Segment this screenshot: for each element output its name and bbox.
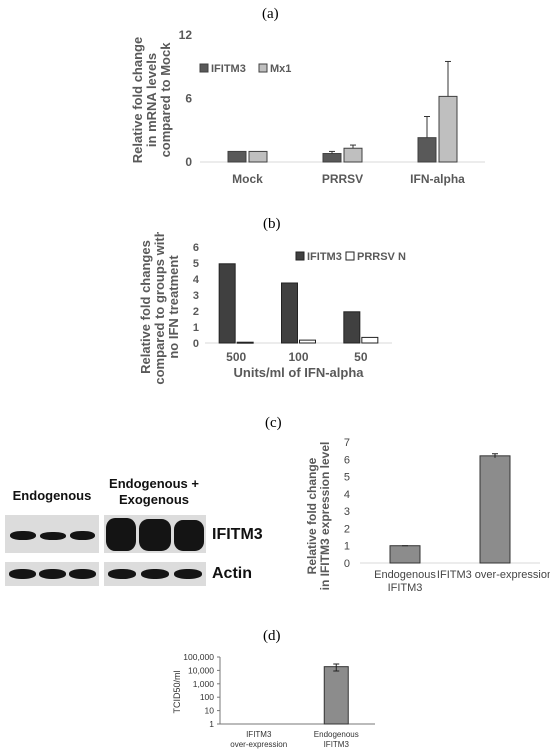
- y-axis-label: TCID50/ml: [172, 670, 182, 713]
- bar-prrsv-n: [236, 341, 254, 344]
- blot-band: [69, 569, 96, 579]
- panel-label-c: (c): [265, 415, 282, 431]
- blot-band: [174, 520, 204, 551]
- bar-prrsv-n: [299, 339, 316, 344]
- bar-mx1: [438, 95, 458, 163]
- chart-d: 1 10 100 1,000 10,000 100,000 IFITM3 over-expre…: [172, 652, 375, 749]
- legend-swatch: [199, 63, 209, 73]
- y-tick-label: 0: [193, 338, 199, 350]
- blot-band: [10, 531, 36, 540]
- bar-mx1: [248, 150, 268, 163]
- blot-row-ifitm3: IFITM3: [212, 526, 263, 543]
- y-tick-label: 6: [185, 92, 192, 106]
- x-tick-label: Endogenous IFITM3: [314, 730, 359, 749]
- y-tick-label: 2: [344, 523, 350, 535]
- y-tick-label: 12: [179, 28, 193, 42]
- y-tick-label: 3: [193, 290, 199, 302]
- bar-ifitm3: [322, 153, 342, 163]
- y-axis-label: Relative fold changein mRNA levelscompar…: [130, 37, 173, 163]
- x-tick-label: IFITM3 over-expression: [230, 730, 287, 749]
- legend-label: PRRSV N: [357, 251, 406, 263]
- blot-band: [139, 519, 171, 551]
- x-tick-label: 50: [354, 350, 368, 364]
- bar-prrsv-n: [361, 336, 379, 344]
- blot-band: [40, 532, 66, 540]
- y-tick-label: 6: [193, 242, 199, 254]
- x-axis-label: Units/ml of IFN-alpha: [234, 365, 365, 380]
- legend-label: IFITM3: [307, 251, 342, 263]
- bar: [323, 666, 349, 725]
- y-tick-label: 1,000: [193, 679, 215, 689]
- bar-ifitm3: [343, 311, 361, 344]
- blot-ifitm3-endogenous: [5, 515, 99, 553]
- chart-a: 0 6 12 Mock PRRSV IFN-alpha IFITM3 Mx1 Relative …: [130, 28, 485, 186]
- x-tick-label: IFN-alpha: [410, 172, 465, 186]
- legend-swatch: [258, 63, 268, 73]
- blot-band: [108, 569, 136, 579]
- y-tick-label: 1: [344, 541, 350, 553]
- blot-actin-endogenous: [5, 562, 99, 586]
- legend-swatch: [345, 251, 355, 261]
- blot-ifitm3-exogenous: [104, 515, 206, 553]
- panel-label-a: (a): [262, 6, 279, 22]
- blot-header-exogenous: Endogenous + Exogenous: [109, 476, 199, 508]
- y-tick-label: 5: [344, 472, 350, 484]
- x-tick-label: 500: [226, 350, 246, 364]
- y-tick-label: 1: [193, 322, 199, 334]
- x-tick-label: 100: [288, 350, 308, 364]
- blot-band: [9, 569, 36, 579]
- western-blot: Endogenous Endogenous + Exogenous IFITM3…: [0, 470, 300, 590]
- bar-ifitm3: [227, 150, 247, 163]
- x-tick-label: PRRSV: [322, 172, 363, 186]
- bar-ifitm3: [281, 282, 298, 344]
- x-tick-label: IFITM3 over-expression: [437, 569, 550, 581]
- y-tick-label: 1: [209, 719, 214, 729]
- panel-label-b: (b): [263, 216, 281, 232]
- y-tick-label: 10,000: [188, 665, 214, 675]
- blot-band: [70, 531, 95, 540]
- blot-band: [141, 569, 169, 579]
- legend-label: Mx1: [270, 63, 291, 75]
- y-tick-label: 0: [185, 155, 192, 169]
- x-tick-label: Mock: [232, 172, 263, 186]
- y-tick-label: 0: [344, 558, 350, 570]
- bar: [479, 455, 511, 564]
- bar-ifitm3: [218, 263, 236, 344]
- bar-mx1: [343, 147, 363, 163]
- y-tick-label: 100: [200, 692, 214, 702]
- blot-band: [106, 518, 136, 551]
- y-axis-label: Relative fold changescompared to groups …: [138, 232, 181, 385]
- y-tick-label: 100,000: [183, 652, 214, 662]
- legend-label: IFITM3: [211, 63, 246, 75]
- blot-header-endogenous: Endogenous: [12, 488, 92, 503]
- x-tick-label: Endogenous IFITM3: [374, 569, 436, 594]
- y-tick-label: 7: [344, 437, 350, 449]
- blot-band: [174, 569, 202, 579]
- y-tick-label: 10: [205, 706, 215, 716]
- y-tick-label: 4: [344, 489, 350, 501]
- y-tick-label: 6: [344, 454, 350, 466]
- y-axis-label: Relative fold changein IFITM3 expression…: [305, 442, 332, 591]
- blot-row-actin: Actin: [212, 565, 252, 582]
- y-tick-label: 2: [193, 306, 199, 318]
- blot-actin-exogenous: [104, 562, 206, 586]
- y-tick-label: 3: [344, 506, 350, 518]
- y-tick-label: 5: [193, 258, 199, 270]
- panel-label-d: (d): [263, 628, 281, 644]
- y-tick-label: 4: [193, 274, 200, 286]
- legend-swatch: [295, 251, 305, 261]
- blot-band: [39, 569, 66, 579]
- bar-ifitm3: [417, 137, 437, 163]
- bar: [389, 545, 421, 564]
